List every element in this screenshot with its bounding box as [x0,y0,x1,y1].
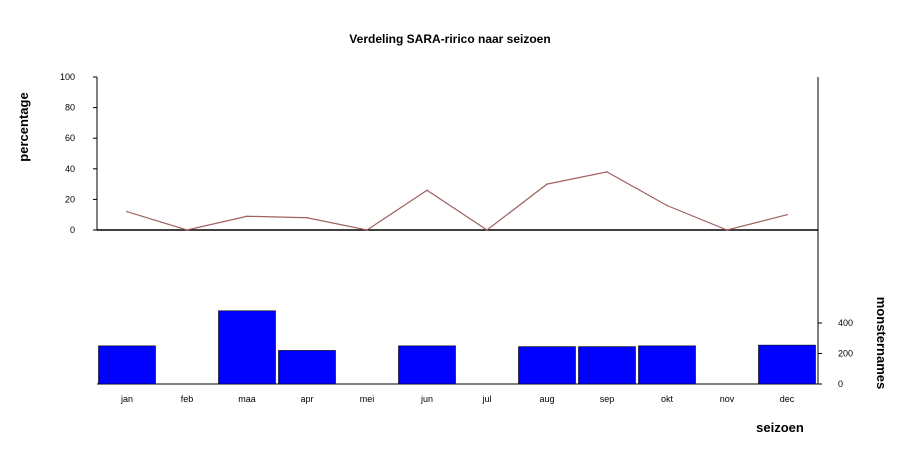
bar-series [98,310,816,385]
x-tick-label: okt [661,394,674,404]
line-point-sep [606,171,608,173]
left-tick-label: 60 [65,133,75,143]
y-axis-label-monsternames: monsternames [874,297,889,389]
line-point-feb [186,229,188,231]
category-labels: jan feb maa apr mei jun jul aug sep okt nov dec [120,394,795,404]
bar-aug [518,346,576,385]
right-tick-label: 200 [838,349,853,359]
line-point-maa [246,215,248,218]
line-point-nov [726,229,728,231]
x-tick-label: jul [481,394,491,404]
bar-okt [638,345,696,385]
bar-apr [278,350,336,385]
line-series [126,171,788,231]
line-point-aug [546,183,548,185]
x-tick-label: maa [238,394,256,404]
left-tick-label: 20 [65,194,75,204]
line-point-dec [786,213,788,216]
bar-dec [758,344,816,385]
x-tick-label: feb [181,394,194,404]
bar-jan [98,345,156,385]
line-point-jan [126,210,128,213]
bar-maa [218,310,276,385]
bar-sep [578,346,636,385]
x-tick-label: nov [720,394,735,404]
left-tick-label: 80 [65,103,75,113]
line-point-okt [666,204,668,207]
x-axis-label: seizoen [756,420,804,435]
line-point-apr [306,216,308,219]
x-tick-label: jun [420,394,433,404]
axes [93,76,822,385]
left-tick-label: 40 [65,164,75,174]
x-tick-label: mei [360,394,375,404]
y-axis-label-percentage: percentage [16,92,31,161]
x-tick-label: apr [300,394,313,404]
x-tick-label: sep [600,394,615,404]
right-tick-label: 0 [838,379,843,389]
x-tick-label: dec [780,394,795,404]
bar-jun [398,345,456,385]
left-tick-label: 100 [60,72,75,82]
left-tick-label: 0 [70,225,75,235]
line-point-jul [486,229,488,231]
line-point-jun [426,189,428,192]
x-tick-label: aug [539,394,554,404]
tick-labels: 0 20 40 60 80 100 0 200 400 [60,72,853,389]
line-point-mei [366,229,368,231]
x-tick-label: jan [120,394,133,404]
percentage-line [126,171,788,231]
chart-title: Verdeling SARA-ririco naar seizoen [349,32,550,46]
right-tick-label: 400 [838,318,853,328]
